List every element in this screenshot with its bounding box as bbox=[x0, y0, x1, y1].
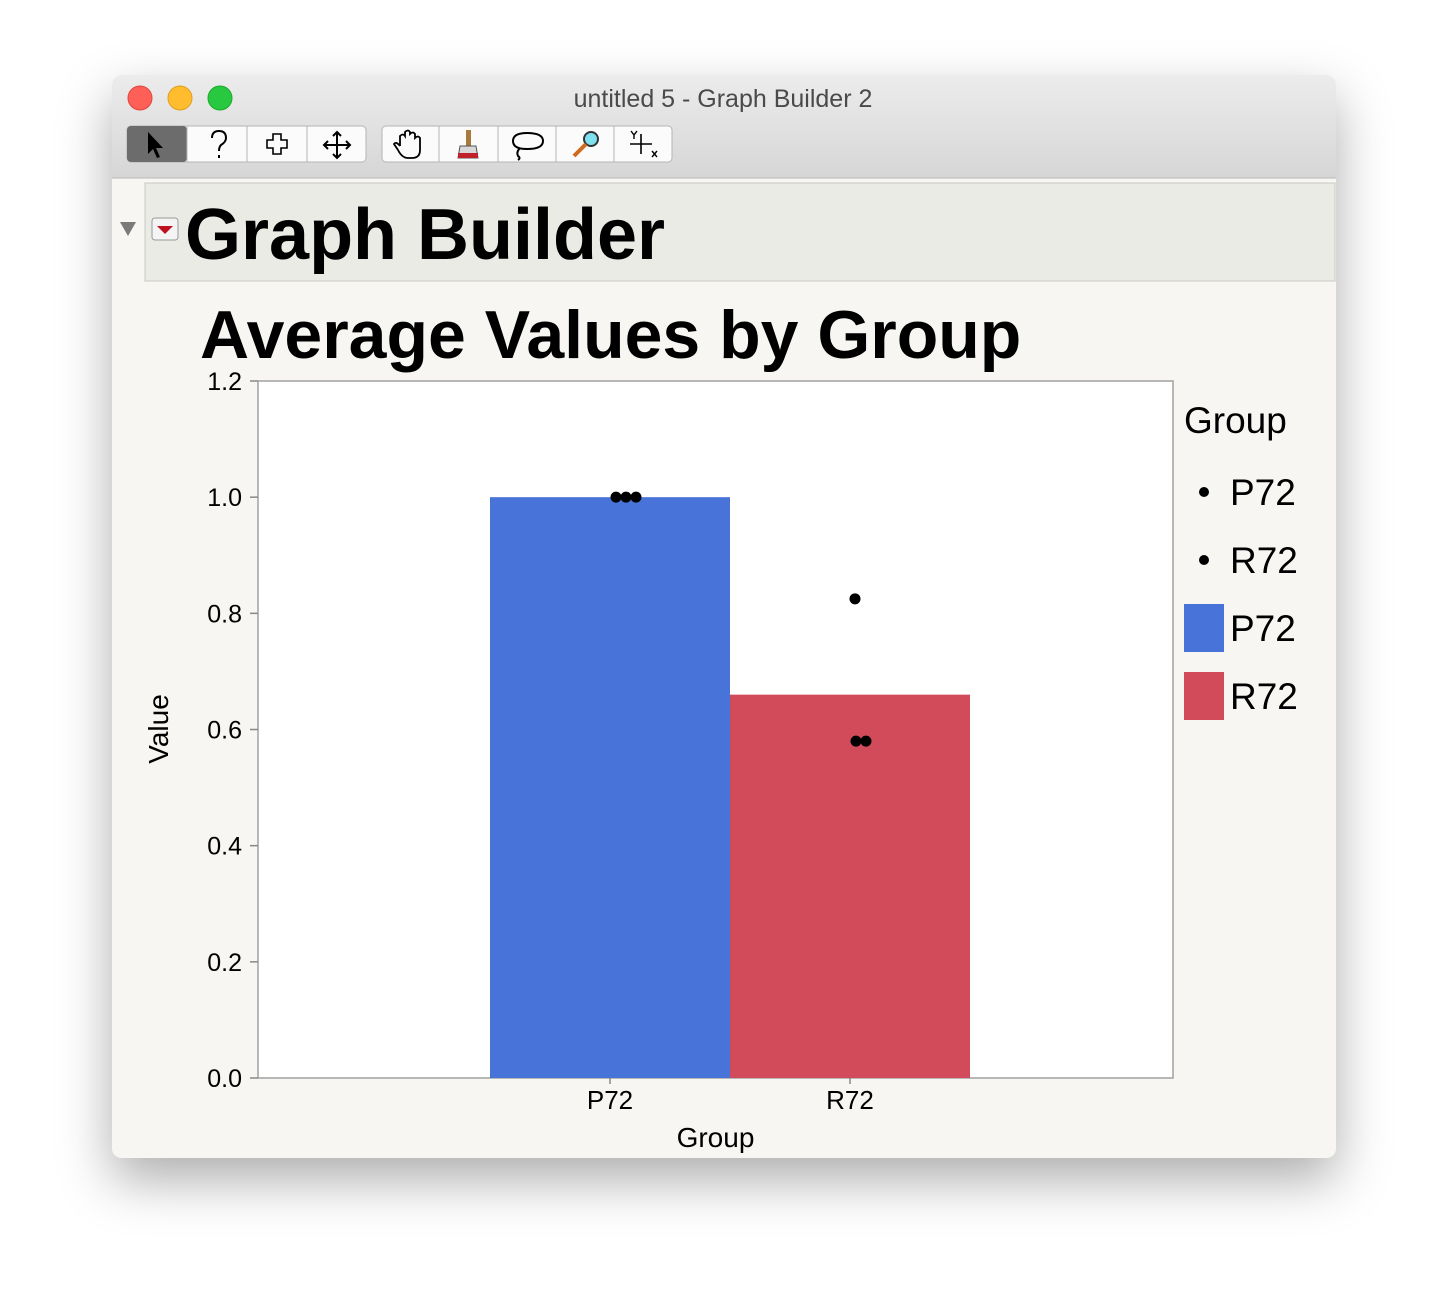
brush-tool[interactable] bbox=[466, 130, 471, 146]
x-tick-label: P72 bbox=[587, 1085, 633, 1115]
window-title: untitled 5 - Graph Builder 2 bbox=[574, 85, 873, 113]
legend-title: Group bbox=[1184, 400, 1287, 441]
data-point bbox=[630, 491, 642, 503]
legend-label: P72 bbox=[1230, 608, 1296, 649]
data-point bbox=[860, 735, 872, 747]
legend-label: P72 bbox=[1230, 472, 1296, 513]
data-point bbox=[849, 593, 861, 605]
selection-tool[interactable] bbox=[266, 133, 288, 155]
bar bbox=[730, 694, 970, 1078]
y-tick-label: 1.2 bbox=[207, 368, 242, 396]
lasso-tool[interactable] bbox=[511, 132, 545, 161]
y-tick-label: 0.2 bbox=[207, 949, 242, 977]
move-tool[interactable] bbox=[322, 130, 352, 160]
legend-point-swatch bbox=[1199, 487, 1209, 497]
legend-point-swatch bbox=[1199, 555, 1209, 565]
disclosure-triangle[interactable] bbox=[120, 222, 136, 236]
y-tick-label: 0.0 bbox=[207, 1065, 242, 1093]
legend-bar-swatch bbox=[1184, 672, 1224, 720]
legend-label: R72 bbox=[1230, 540, 1298, 581]
chart-title: Average Values by Group bbox=[200, 297, 1021, 373]
arrow-icon bbox=[148, 132, 163, 158]
x-tick-label: R72 bbox=[826, 1085, 874, 1115]
bar bbox=[490, 497, 730, 1079]
toolbar bbox=[126, 125, 673, 163]
y-tick-label: 0.8 bbox=[207, 600, 242, 628]
y-tick-label: 1.0 bbox=[207, 484, 242, 512]
y-tick-label: 0.6 bbox=[207, 717, 242, 745]
y-tick-label: 0.4 bbox=[207, 833, 242, 861]
magnifier-tool[interactable] bbox=[583, 131, 599, 147]
grabber-tool[interactable] bbox=[392, 129, 421, 159]
help-tool[interactable] bbox=[211, 129, 228, 158]
outline-title: Graph Builder bbox=[185, 195, 665, 275]
legend-label: R72 bbox=[1230, 676, 1298, 717]
y-axis-label: Value bbox=[143, 694, 174, 764]
crosshair-tool[interactable] bbox=[630, 134, 652, 154]
data-point bbox=[610, 491, 622, 503]
legend-bar-swatch bbox=[1184, 604, 1224, 652]
tool-group bbox=[381, 125, 673, 163]
data-point bbox=[620, 491, 632, 503]
data-point bbox=[850, 735, 862, 747]
close-button[interactable] bbox=[127, 85, 153, 111]
zoom-button[interactable] bbox=[207, 85, 233, 111]
outline-header bbox=[144, 182, 1336, 282]
minimize-button[interactable] bbox=[167, 85, 193, 111]
x-axis-label: Group bbox=[677, 1122, 755, 1153]
